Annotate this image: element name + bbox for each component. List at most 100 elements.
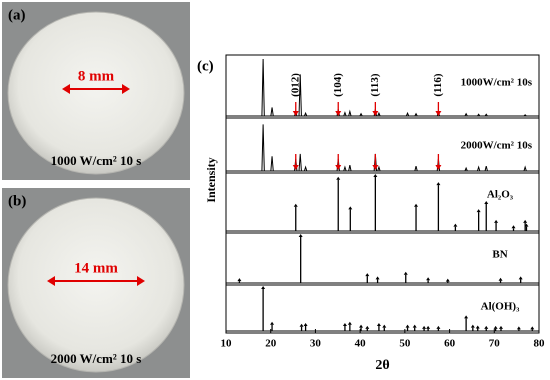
peak — [270, 107, 274, 117]
stick-marker — [511, 225, 516, 229]
series-label: BN — [492, 249, 507, 261]
peak — [377, 165, 381, 172]
peak-arrow-head — [372, 165, 379, 170]
hkl-label: (012) — [289, 73, 301, 97]
photo-caption: 1000 W/cm² 10 s — [51, 153, 142, 168]
peak — [464, 112, 468, 117]
stick-marker — [453, 223, 458, 227]
x-tick-label: 40 — [355, 338, 367, 350]
stick-marker — [426, 325, 431, 329]
peak — [270, 156, 274, 172]
stick-marker — [342, 322, 347, 326]
stick-marker — [365, 273, 370, 277]
stick-marker — [498, 325, 503, 329]
stick-marker — [336, 176, 341, 180]
series-label: Al₂O₃ — [487, 189, 514, 201]
sample-disk — [7, 11, 185, 175]
arrow-head — [62, 84, 130, 94]
stick-marker — [436, 325, 441, 329]
hkl-label: (113) — [369, 73, 381, 97]
stick-marker — [523, 219, 528, 223]
stick-marker — [403, 271, 408, 275]
peak — [359, 112, 363, 117]
size-label: 14 mm — [74, 260, 118, 276]
peak-arrow-head — [372, 111, 379, 116]
peak — [484, 165, 488, 172]
size-label: 8 mm — [78, 68, 115, 84]
peak-arrow-head — [335, 111, 342, 116]
panel-label: (c) — [197, 58, 214, 74]
stick-marker — [493, 325, 498, 329]
stick-marker — [464, 315, 469, 319]
stick-marker — [359, 324, 364, 328]
stick-marker — [530, 326, 535, 330]
peak — [298, 74, 302, 117]
stick-marker — [524, 223, 529, 227]
stick-marker — [298, 234, 303, 237]
stick-marker — [270, 321, 275, 325]
photo-label: (b) — [8, 193, 26, 209]
peak-arrow-head — [292, 111, 299, 116]
photo-label: (a) — [8, 7, 26, 23]
stick-marker — [476, 209, 481, 213]
x-tick-label: 60 — [444, 338, 456, 350]
series-label: Al(OH)₃ — [481, 301, 520, 313]
plot-frame — [225, 54, 540, 334]
stick-marker — [484, 201, 489, 204]
stick-marker — [422, 325, 427, 329]
stick-marker — [518, 276, 523, 280]
peak — [523, 114, 527, 117]
stick-marker — [436, 182, 441, 186]
photo-caption: 2000 W/cm² 10 s — [51, 351, 142, 366]
sample-disk — [7, 197, 185, 373]
peak — [464, 166, 468, 172]
stick-marker — [299, 323, 304, 327]
stick-marker — [237, 278, 242, 282]
peak — [405, 111, 410, 117]
stick-marker — [375, 276, 380, 280]
peak — [476, 165, 481, 172]
stick-marker — [484, 325, 489, 329]
peak-arrow-head — [435, 111, 442, 116]
stick-marker — [412, 324, 417, 328]
series-label: 2000W/cm² 10s — [461, 140, 533, 152]
peak — [303, 111, 308, 117]
x-tick-label: 20 — [265, 338, 277, 350]
stick-marker — [303, 322, 308, 326]
peak — [348, 109, 352, 117]
stick-marker — [498, 277, 503, 281]
x-tick-label: 50 — [399, 338, 411, 350]
stick-marker — [376, 322, 381, 326]
series-label: 1000W/cm² 10s — [461, 77, 533, 89]
stick-marker — [414, 203, 419, 207]
peak — [377, 111, 381, 117]
stick-marker — [373, 174, 378, 177]
stick-marker — [494, 219, 499, 223]
x-tick-label: 10 — [221, 338, 233, 350]
stick-marker — [365, 325, 370, 329]
peak — [303, 165, 308, 172]
stick-marker — [382, 324, 387, 328]
peak — [484, 113, 488, 117]
x-tick-label: 30 — [310, 338, 322, 350]
peak — [477, 113, 481, 117]
stick-marker — [347, 321, 352, 325]
stick-marker — [348, 206, 353, 210]
hkl-label: (104) — [332, 73, 344, 97]
x-tick-label: 80 — [534, 338, 546, 350]
peak — [261, 124, 265, 172]
peak — [414, 112, 418, 117]
stick-marker — [293, 203, 298, 207]
peak — [343, 165, 347, 172]
stick-marker — [475, 325, 480, 329]
stick-marker — [426, 277, 431, 281]
peak — [414, 165, 418, 172]
peak — [343, 111, 347, 117]
stick-marker — [261, 286, 266, 289]
stick-marker — [445, 278, 450, 282]
peak — [298, 153, 302, 172]
peak — [348, 165, 352, 172]
stick-marker — [405, 324, 410, 328]
x-axis-label: 2θ — [375, 358, 389, 373]
